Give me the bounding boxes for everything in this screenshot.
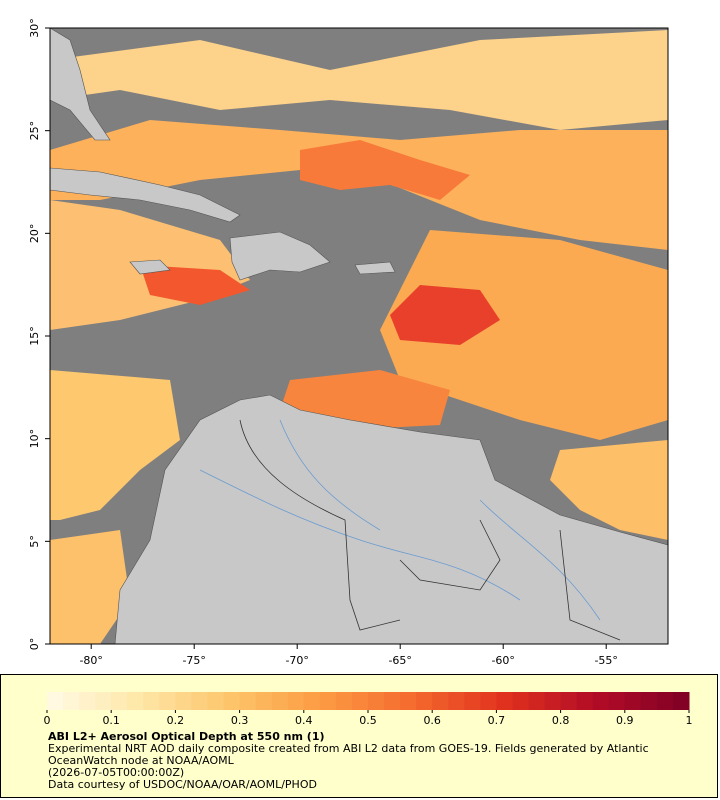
colorbar-step xyxy=(111,692,128,710)
colorbar-step xyxy=(672,692,690,710)
y-tick-label: 10° xyxy=(28,429,41,449)
colorbar-step xyxy=(47,692,64,710)
colorbar-tick-label: 0 xyxy=(44,714,51,727)
colorbar-step xyxy=(239,692,257,710)
colorbar-step xyxy=(496,692,513,710)
land xyxy=(354,261,396,275)
colorbar-step xyxy=(576,692,594,710)
colorbar-step xyxy=(464,692,481,710)
colorbar-tick-label: 0.8 xyxy=(552,714,570,727)
colorbar-step xyxy=(159,692,176,710)
x-tick-label: -65° xyxy=(388,654,411,667)
axes: -80° -75° -70° -65° -60° -55° 0° 5° 10° 15° 20° 25°… xyxy=(28,18,618,667)
colorbar-step xyxy=(335,692,353,710)
colorbar-step xyxy=(255,692,273,710)
colorbar-tick-label: 0.9 xyxy=(616,714,634,727)
y-tick-label: 0° xyxy=(28,638,41,651)
y-tick-label: 15° xyxy=(28,326,41,346)
colorbar-tick-label: 0.6 xyxy=(423,714,441,727)
colorbar: 0 0.1 0.2 0.3 0.4 0.5 0.6 0.7 0.8 0.9 1 xyxy=(44,692,693,727)
x-tick-label: -60° xyxy=(491,654,514,667)
colorbar-step xyxy=(400,692,417,710)
colorbar-step xyxy=(448,692,465,710)
colorbar-step xyxy=(640,692,658,710)
colorbar-step xyxy=(608,692,626,710)
colorbar-step xyxy=(416,692,433,710)
y-tick-label: 25° xyxy=(28,121,41,141)
colorbar-step xyxy=(319,692,337,710)
colorbar-step xyxy=(287,692,305,710)
x-tick-label: -55° xyxy=(594,654,617,667)
x-tick-label: -80° xyxy=(79,654,102,667)
colorbar-tick-label: 1 xyxy=(686,714,693,727)
aerosol-area xyxy=(50,530,130,644)
rivers xyxy=(199,419,601,621)
colorbar-step xyxy=(656,692,674,710)
colorbar-step xyxy=(63,692,80,710)
aerosol-area xyxy=(50,120,668,250)
colorbar-step xyxy=(512,692,529,710)
colorbar-step xyxy=(480,692,497,710)
colorbar-step xyxy=(384,692,401,710)
colorbar-step xyxy=(223,692,241,710)
caption-date: (2026-07-05T00:00:00Z) xyxy=(48,766,185,779)
x-tick-label: -70° xyxy=(285,654,308,667)
land xyxy=(49,27,111,141)
aerosol-area xyxy=(50,370,180,520)
colorbar-tick-label: 0.3 xyxy=(231,714,249,727)
colorbar-step xyxy=(368,692,385,710)
caption-description: Experimental NRT AOD daily composite cre… xyxy=(48,742,649,767)
land xyxy=(49,167,241,223)
y-tick-label: 5° xyxy=(28,535,41,548)
y-tick-label: 30° xyxy=(28,18,41,38)
land xyxy=(129,259,171,275)
colorbar-tick-label: 0.5 xyxy=(359,714,377,727)
colorbar-step xyxy=(624,692,642,710)
colorbar-step xyxy=(95,692,112,710)
colorbar-step xyxy=(544,692,562,710)
aerosol-area xyxy=(50,30,668,130)
colorbar-tick-label: 0.4 xyxy=(295,714,313,727)
colorbar-step xyxy=(207,692,225,710)
aerosol-area xyxy=(140,265,250,305)
x-tick-label: -75° xyxy=(182,654,205,667)
colorbar-step xyxy=(143,692,160,710)
colorbar-step xyxy=(271,692,289,710)
land xyxy=(229,231,331,281)
aerosol-area xyxy=(550,440,668,540)
colorbar-tick-label: 0.2 xyxy=(167,714,185,727)
borders xyxy=(239,419,621,641)
colorbar-step xyxy=(175,692,192,710)
aerosol-area xyxy=(300,140,470,200)
colorbar-step xyxy=(592,692,610,710)
caption-credit: Data courtesy of USDOC/NOAA/OAR/AOML/PHO… xyxy=(48,778,317,791)
colorbar-tick-label: 0.7 xyxy=(488,714,506,727)
colorbar-step xyxy=(351,692,369,710)
caption-title: ABI L2+ Aerosol Optical Depth at 550 nm … xyxy=(48,730,325,743)
land xyxy=(114,394,669,645)
y-tick-label: 20° xyxy=(28,224,41,244)
aerosol-area xyxy=(390,285,500,345)
colorbar-step xyxy=(79,692,96,710)
colorbar-step xyxy=(127,692,144,710)
colorbar-step xyxy=(560,692,578,710)
caption: ABI L2+ Aerosol Optical Depth at 550 nm … xyxy=(48,731,678,791)
colorbar-step xyxy=(432,692,449,710)
colorbar-tick-label: 0.1 xyxy=(102,714,120,727)
aerosol-area xyxy=(380,230,668,440)
colorbar-step xyxy=(191,692,208,710)
colorbar-step xyxy=(528,692,546,710)
map-image xyxy=(49,27,669,645)
colorbar-step xyxy=(303,692,321,710)
